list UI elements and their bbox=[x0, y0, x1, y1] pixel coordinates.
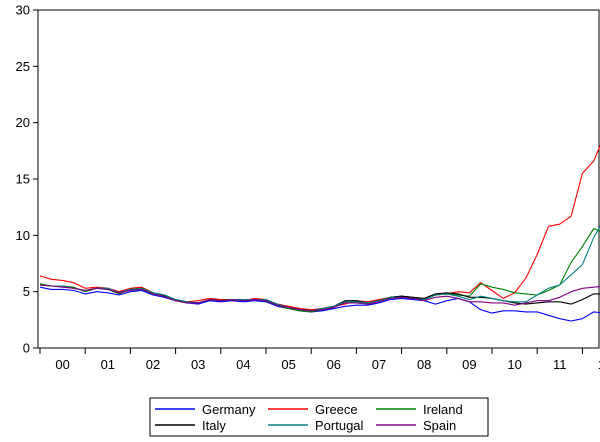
series-line-ireland bbox=[39, 228, 600, 313]
series-line-germany bbox=[39, 286, 600, 322]
x-tick-label: 02 bbox=[146, 357, 160, 372]
x-tick-label: 12 bbox=[598, 357, 600, 372]
y-tick-label: 5 bbox=[23, 284, 30, 299]
series-line-greece bbox=[39, 144, 600, 311]
series-line-spain bbox=[39, 284, 600, 312]
plot-frame bbox=[37, 9, 600, 349]
x-tick-label: 09 bbox=[462, 357, 476, 372]
y-tick-label: 20 bbox=[16, 115, 30, 130]
y-tick-label: 0 bbox=[23, 341, 30, 356]
legend-label: Ireland bbox=[423, 402, 463, 417]
y-tick-label: 25 bbox=[16, 59, 30, 74]
y-tick-label: 30 bbox=[16, 3, 30, 18]
legend-label: Italy bbox=[202, 418, 226, 433]
legend-box bbox=[149, 397, 489, 437]
y-tick-label: 15 bbox=[16, 172, 30, 187]
legend-label: Portugal bbox=[315, 418, 364, 433]
x-tick-label: 04 bbox=[236, 357, 250, 372]
axes: 05101520253000010203040506070809101112 bbox=[16, 3, 600, 373]
x-tick-label: 07 bbox=[372, 357, 386, 372]
series-lines bbox=[39, 144, 600, 322]
x-tick-label: 06 bbox=[327, 357, 341, 372]
series-line-portugal bbox=[39, 225, 600, 312]
x-tick-label: 03 bbox=[191, 357, 205, 372]
legend-label: Spain bbox=[423, 418, 456, 433]
x-tick-label: 11 bbox=[553, 357, 567, 372]
x-tick-label: 10 bbox=[507, 357, 521, 372]
x-tick-label: 08 bbox=[417, 357, 431, 372]
y-tick-label: 10 bbox=[16, 228, 30, 243]
x-tick-label: 00 bbox=[55, 357, 69, 372]
x-tick-label: 05 bbox=[281, 357, 295, 372]
legend-label: Greece bbox=[315, 402, 358, 417]
legend-label: Germany bbox=[202, 402, 256, 417]
x-tick-label: 01 bbox=[101, 357, 115, 372]
legend: Germany Greece Ireland Italy Portugal Spain bbox=[149, 397, 489, 437]
